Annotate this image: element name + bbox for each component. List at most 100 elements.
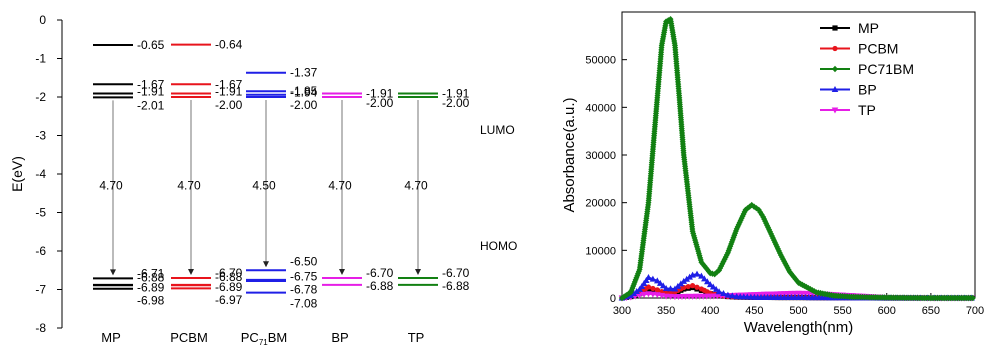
- gap-label: 4.70: [328, 178, 352, 192]
- x-tick-label: 700: [966, 305, 984, 317]
- homo-value-label: -6.88: [366, 279, 394, 293]
- legend-marker: [832, 45, 838, 52]
- homo-value-label: -6.70: [215, 266, 243, 280]
- data-point: [645, 274, 652, 281]
- gap-arrow-head: [339, 268, 345, 275]
- data-point: [662, 284, 670, 291]
- gap-arrow-head: [415, 268, 421, 275]
- data-point: [654, 277, 661, 284]
- lumo-value-label: -2.00: [290, 98, 318, 112]
- data-point: [693, 270, 701, 277]
- homo-value-label: -6.88: [215, 270, 243, 284]
- data-point: [640, 291, 648, 298]
- gap-label: 4.50: [252, 178, 276, 192]
- x-axis-label: Wavelength(nm): [744, 319, 853, 336]
- homo-value-label: -6.70: [366, 266, 394, 280]
- data-point: [720, 289, 727, 296]
- data-point: [656, 279, 664, 286]
- lumo-side-label: LUMO: [480, 123, 515, 137]
- y-tick-label: -1: [35, 52, 46, 66]
- lumo-value-label: -2.01: [137, 98, 165, 112]
- x-tick-label: 400: [701, 305, 719, 317]
- material-name-subscript: 71: [259, 338, 268, 347]
- y-tick-label: -8: [35, 321, 46, 335]
- data-point: [645, 291, 652, 298]
- y-axis-label: Absorbance(a.u.): [561, 97, 578, 212]
- data-point: [636, 292, 643, 299]
- y-tick-label: 40000: [585, 102, 616, 114]
- y-tick-label: 0: [610, 293, 616, 305]
- data-point: [751, 203, 758, 210]
- x-tick-label: 600: [878, 305, 896, 317]
- material-name: BP: [331, 330, 348, 345]
- lumo-value-label: -2.00: [215, 98, 243, 112]
- data-point: [667, 285, 674, 292]
- y-tick-label: -5: [35, 206, 46, 220]
- data-point: [685, 283, 691, 290]
- data-point: [659, 288, 665, 295]
- gap-label: 4.70: [404, 178, 428, 192]
- y-tick-label: -2: [35, 90, 46, 104]
- material-name-text: TP: [408, 330, 425, 345]
- y-tick-label: -4: [35, 167, 46, 181]
- homo-value-label: -6.50: [290, 254, 318, 268]
- material-name: PC71BM: [241, 330, 287, 347]
- homo-value-label: -6.89: [137, 280, 165, 294]
- data-point: [662, 293, 670, 300]
- y-tick-label: -6: [35, 244, 46, 258]
- lumo-value-label: -1.67: [137, 77, 165, 91]
- data-point: [746, 203, 753, 210]
- data-point: [709, 283, 717, 290]
- data-point: [969, 294, 976, 302]
- y-tick-label: 50000: [585, 55, 616, 67]
- series-PC71BM: [619, 15, 976, 302]
- x-tick-label: 500: [789, 305, 807, 317]
- data-point: [654, 287, 660, 293]
- lumo-value-label: -0.65: [137, 38, 165, 52]
- homo-value-label: -6.71: [137, 266, 165, 280]
- data-point: [686, 273, 693, 280]
- data-point: [683, 275, 691, 282]
- y-axis-label: E(eV): [9, 156, 25, 192]
- material-name: PCBM: [170, 330, 208, 345]
- data-point: [724, 291, 732, 298]
- y-tick-label: 10000: [585, 245, 616, 257]
- data-point: [633, 287, 641, 294]
- lumo-value-label: -1.91: [215, 85, 243, 99]
- energy-level-diagram: 0-1-2-3-4-5-6-7-8E(eV) 4.70-0.65-1.67-1.9…: [9, 13, 517, 347]
- data-point: [694, 284, 700, 290]
- y-tick-label: 30000: [585, 150, 616, 162]
- data-point: [680, 277, 688, 284]
- legend-marker: [831, 86, 839, 92]
- legend-marker: [832, 25, 838, 31]
- legend-label: PCBM: [858, 41, 898, 57]
- data-point: [667, 293, 674, 300]
- legend-marker: [831, 107, 839, 114]
- y-tick-label: 20000: [585, 198, 616, 210]
- homo-value-label: -6.89: [215, 280, 243, 294]
- absorbance-chart: 300 350 400 450 500 550 600 650 700 0 10000 20000 30…: [561, 11, 984, 336]
- homo-value-label: -6.88: [137, 270, 165, 284]
- material-name-text: MP: [101, 330, 121, 345]
- material-name-text: PC: [241, 330, 259, 345]
- data-point: [659, 282, 667, 289]
- data-point: [715, 288, 723, 295]
- homo-value-label: -7.08: [290, 296, 318, 310]
- data-point: [712, 285, 720, 292]
- homo-value-label: -6.78: [290, 282, 318, 296]
- y-tick-label: -3: [35, 129, 46, 143]
- material-name: TP: [408, 330, 425, 345]
- data-point: [701, 275, 708, 282]
- legend-label: MP: [858, 20, 879, 36]
- x-tick-label: 300: [613, 305, 631, 317]
- lumo-value-label: -1.91: [366, 87, 394, 101]
- x-tick-label: 350: [657, 305, 675, 317]
- lumo-value-label: -1.67: [215, 77, 243, 91]
- homo-value-label: -6.98: [137, 293, 165, 307]
- gap-label: 4.70: [177, 178, 201, 192]
- homo-value-label: -6.88: [442, 279, 470, 293]
- legend-label: TP: [858, 102, 876, 118]
- legend-label: PC71BM: [858, 61, 914, 77]
- material-name-text: BP: [331, 330, 348, 345]
- lumo-value-label: -0.64: [215, 38, 243, 52]
